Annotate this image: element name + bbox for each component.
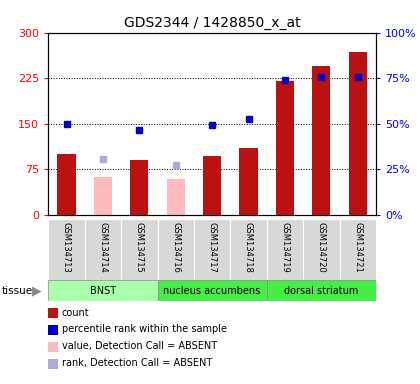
Bar [303, 219, 339, 282]
Text: GSM134717: GSM134717 [207, 222, 217, 273]
Text: value, Detection Call = ABSENT: value, Detection Call = ABSENT [62, 341, 217, 351]
Bar [267, 280, 376, 301]
Bar [194, 219, 230, 282]
Text: count: count [62, 308, 89, 318]
Bar [48, 219, 85, 282]
Text: GSM134718: GSM134718 [244, 222, 253, 273]
Text: rank, Detection Call = ABSENT: rank, Detection Call = ABSENT [62, 358, 212, 368]
Text: BNST: BNST [90, 286, 116, 296]
Bar [58, 154, 76, 215]
Text: ▶: ▶ [32, 285, 42, 297]
Bar [239, 148, 257, 215]
Bar [267, 219, 303, 282]
Bar [349, 52, 367, 215]
Title: GDS2344 / 1428850_x_at: GDS2344 / 1428850_x_at [124, 16, 300, 30]
Bar [85, 219, 121, 282]
Text: GSM134713: GSM134713 [62, 222, 71, 273]
Bar [158, 280, 267, 301]
Text: percentile rank within the sample: percentile rank within the sample [62, 324, 227, 334]
Text: GSM134719: GSM134719 [281, 222, 289, 273]
Text: dorsal striatum: dorsal striatum [284, 286, 359, 296]
Bar [230, 219, 267, 282]
Bar [94, 177, 112, 215]
Bar [339, 219, 376, 282]
Bar [158, 219, 194, 282]
Bar [203, 156, 221, 215]
Text: GSM134720: GSM134720 [317, 222, 326, 273]
Bar [276, 81, 294, 215]
Text: GSM134714: GSM134714 [98, 222, 108, 273]
Text: nucleus accumbens: nucleus accumbens [163, 286, 261, 296]
Text: tissue: tissue [2, 286, 33, 296]
Bar [312, 66, 331, 215]
Text: GSM134715: GSM134715 [135, 222, 144, 273]
Text: GSM134716: GSM134716 [171, 222, 180, 273]
Bar [167, 179, 185, 215]
Bar [48, 280, 158, 301]
Text: GSM134721: GSM134721 [353, 222, 362, 273]
Bar [121, 219, 158, 282]
Bar [130, 161, 148, 215]
